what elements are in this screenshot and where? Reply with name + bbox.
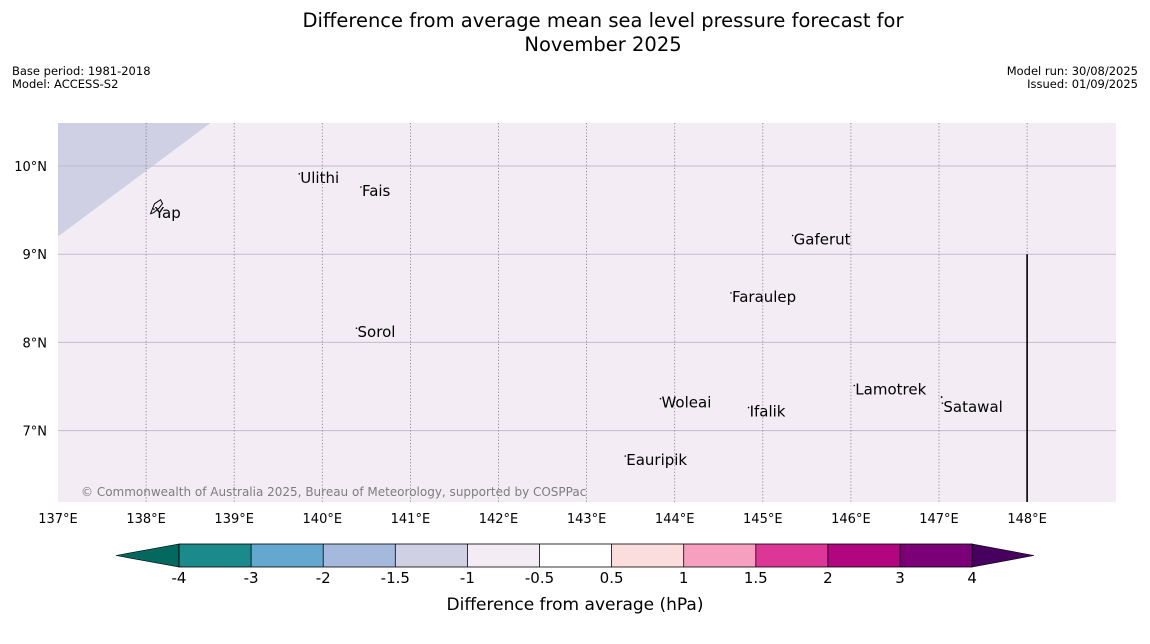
colorbar-tick-label: -1 [460,569,475,587]
island-label: Eauripik [626,451,687,469]
lat-tick-label: 9°N [23,248,48,263]
colorbar-segment [900,544,973,567]
island-label: Satawal [943,398,1002,416]
title-line-1: Difference from average mean sea level p… [302,9,904,32]
lon-tick-label: 138°E [126,512,166,527]
island-label: Gaferut [794,231,851,249]
island-label: Faraulep [732,288,796,306]
meta-left: Base period: 1981-2018 Model: ACCESS-S2 [12,65,151,91]
yap-island-outline [149,198,164,215]
island-marker [298,173,301,175]
colorbar-tick-label: 1 [679,569,689,587]
colorbar-segment [467,544,540,567]
island-label: Fais [362,182,391,200]
map-title: Difference from average mean sea level p… [200,9,1006,57]
lon-tick-label: 144°E [655,512,695,527]
colorbar-segment [827,544,900,567]
lon-tick-label: 140°E [303,512,343,527]
island-label: Yap [154,204,181,222]
model-run: Model run: 30/08/2025 [1006,64,1138,78]
colorbar-label: Difference from average (hPa) [447,595,704,615]
lon-tick-label: 137°E [38,512,78,527]
island-marker [153,208,155,210]
island-label: Woleai [661,394,711,412]
colorbar-tick-label: -1.5 [381,569,410,587]
issued-date: Issued: 01/09/2025 [1027,77,1138,91]
colorbar-tick-label: 0.5 [600,569,624,587]
lat-tick-label: 7°N [23,425,48,440]
lat-tick-label: 8°N [23,336,48,351]
island-marker [355,327,358,329]
lon-tick-label: 145°E [743,512,783,527]
island-marker [659,397,662,400]
island-marker [624,455,627,457]
colorbar-segment [251,544,324,567]
model-name: Model: ACCESS-S2 [12,77,119,91]
island-marker [747,406,750,409]
base-period: Base period: 1981-2018 [12,64,151,78]
colorbar-tick-label: -3 [244,569,259,587]
meta-right: Model run: 30/08/2025 Issued: 01/09/2025 [1007,65,1138,91]
lon-tick-label: 146°E [831,512,871,527]
island-label: Sorol [358,323,396,341]
colorbar-segment [539,544,612,567]
anomaly-region [58,123,211,237]
lat-tick-label: 10°N [14,160,47,175]
island-label: Lamotrek [855,381,926,399]
colorbar-extend-high [971,543,1035,568]
colorbar-tick-label: 4 [967,569,977,587]
islet-marker [940,396,943,398]
lon-tick-label: 143°E [567,512,607,527]
title-line-2: November 2025 [524,33,682,56]
lon-tick-label: 147°E [919,512,959,527]
colorbar-tick-label: 1.5 [744,569,768,587]
map: Ulithi Fais Yap Gaferut Faraulep Sorol Lamotre… [14,123,1116,527]
copyright-text: © Commonwealth of Australia 2025, Bureau… [81,485,586,499]
island-marker [360,186,362,188]
colorbar-segment [683,544,756,567]
colorbar-segment [323,544,396,567]
colorbar-tick-label: -4 [172,569,187,587]
colorbar-tick-label: 3 [895,569,905,587]
lon-tick-label: 148°E [1007,512,1047,527]
lon-tick-label: 141°E [391,512,431,527]
island-label: Ifalik [750,403,786,421]
lon-tick-label: 139°E [214,512,254,527]
map-plot-area: Ulithi Fais Yap Gaferut Faraulep Sorol Lamotre… [58,123,1116,502]
colorbar-tick-label: -2 [316,569,331,587]
colorbar-extend-low [115,543,180,568]
island-marker [941,402,944,404]
island-marker [853,384,856,387]
island-marker [730,292,732,294]
colorbar-frame [178,543,973,568]
island-label: Ulithi [300,169,339,187]
lon-tick-label: 142°E [479,512,519,527]
island-marker [791,234,794,237]
colorbar-segment [611,544,684,567]
colorbar-segment [755,544,828,567]
map-background [58,123,1116,502]
colorbar-segment [179,544,252,567]
colorbar-tick-label: -0.5 [525,569,554,587]
colorbar-tick-label: 2 [823,569,833,587]
colorbar-segment [395,544,468,567]
